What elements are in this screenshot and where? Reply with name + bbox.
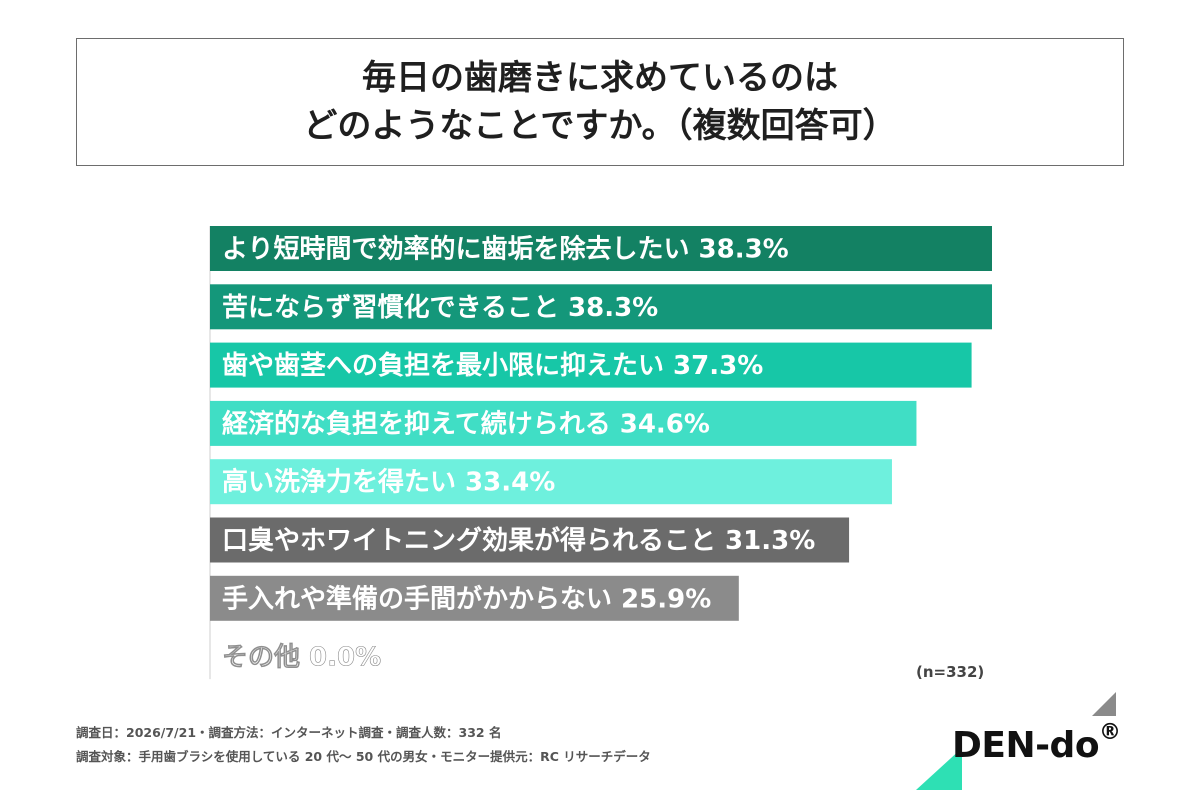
bar-5: [210, 459, 892, 505]
logo-accent-shapes: [916, 692, 1116, 790]
bar-label-7: 手入れや準備の手間がかからない 25.9%: [222, 583, 711, 614]
chart-title-line-2: どのようなことですか。（複数回答可）: [303, 106, 897, 146]
bar-label-2: 苦にならず習慣化できること 38.3%: [222, 293, 658, 323]
registered-mark: ®: [1099, 720, 1121, 745]
bar-label-3: 歯や歯茎への負担を最小限に抑えたい 37.3%: [222, 351, 763, 381]
bar-label-4: 経済的な負担を抑えて続けられる 34.6%: [222, 408, 710, 439]
bar-2: [210, 284, 992, 330]
bar-label-6: 口臭やホワイトニング効果が得られること 31.3%: [222, 525, 815, 556]
title-box: 毎日の歯磨きに求めているのは どのようなことですか。（複数回答可）: [76, 38, 1124, 166]
chart-title-line-1: 毎日の歯磨きに求めているのは: [362, 58, 838, 98]
footnote-survey-target: 調査対象：手用歯ブラシを使用している 20 代〜 50 代の男女・モニター提供元…: [76, 749, 651, 764]
bar-label-1: より短時間で効率的に歯垢を除去したい 38.3%: [222, 234, 789, 265]
bar-label-5: 高い洗浄力を得たい 33.4%: [222, 467, 555, 498]
logo-triangle-bottom: [916, 748, 962, 790]
bar-1: [210, 226, 992, 271]
logo-text: DEN-do®: [952, 720, 1121, 766]
bar-label-8: その他 0.0%: [222, 643, 381, 673]
logo: DEN-do®: [916, 692, 1121, 790]
footnote-survey-info: 調査日：2026/7/21・調査方法：インターネット調査・調査人数：332 名: [76, 725, 502, 740]
sample-size-label: (n=332): [916, 663, 985, 681]
bar-7: [210, 575, 739, 621]
bar-3: [210, 342, 972, 388]
bar-6: [210, 517, 850, 563]
bar-4: [210, 400, 917, 446]
logo-triangle-top: [1092, 692, 1116, 716]
